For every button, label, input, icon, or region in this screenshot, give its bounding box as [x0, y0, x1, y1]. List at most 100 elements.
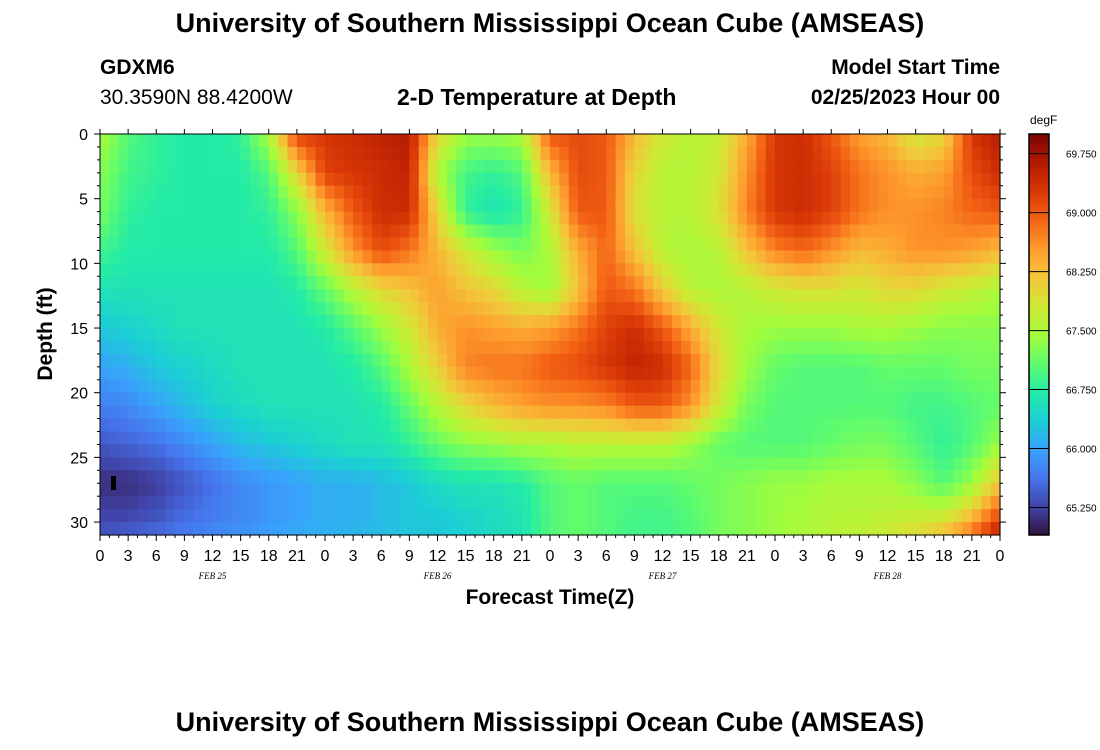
- heatmap-cell: [165, 405, 176, 420]
- heatmap-cell: [962, 302, 973, 316]
- heatmap-cell: [371, 353, 382, 368]
- heatmap-cell: [503, 224, 514, 239]
- heatmap-cell: [821, 302, 832, 316]
- heatmap-cell: [662, 405, 673, 420]
- heatmap-cell: [231, 146, 242, 161]
- heatmap-cell: [493, 353, 504, 368]
- heatmap-cell: [212, 172, 223, 187]
- heatmap-cell: [446, 276, 457, 290]
- heatmap-cell: [175, 289, 185, 303]
- heatmap-cell: [868, 340, 879, 355]
- heatmap-cell: [906, 146, 917, 161]
- heatmap-cell: [634, 185, 645, 200]
- heatmap-cell: [709, 263, 720, 277]
- heatmap-cell: [962, 172, 973, 187]
- heatmap-cell: [737, 146, 748, 161]
- heatmap-cell: [625, 172, 635, 187]
- heatmap-cell: [596, 263, 607, 277]
- heatmap-cell: [756, 470, 767, 484]
- heatmap-cell: [334, 315, 345, 329]
- heatmap-cell: [503, 340, 514, 355]
- heatmap-cell: [737, 392, 748, 407]
- heatmap-cell: [259, 340, 270, 355]
- heatmap-cell: [184, 483, 195, 497]
- heatmap-cell: [184, 470, 195, 484]
- heatmap-cell: [287, 418, 298, 433]
- heatmap-cell: [540, 353, 551, 368]
- heatmap-cell: [550, 159, 560, 174]
- heatmap-cell: [643, 392, 654, 407]
- heatmap-cell: [587, 237, 598, 252]
- heatmap-cell: [456, 276, 467, 290]
- heatmap-cell: [981, 483, 992, 497]
- heatmap-cell: [821, 418, 832, 433]
- heatmap-cell: [306, 211, 317, 226]
- heatmap-cell: [362, 405, 373, 420]
- heatmap-cell: [662, 289, 673, 303]
- heatmap-cell: [625, 276, 635, 290]
- heatmap-cell: [437, 405, 448, 420]
- heatmap-cell: [821, 224, 832, 239]
- heatmap-cell: [446, 444, 457, 458]
- heatmap-cell: [531, 457, 542, 471]
- heatmap-cell: [146, 444, 157, 458]
- heatmap-cell: [718, 431, 729, 446]
- heatmap-cell: [990, 172, 1001, 187]
- heatmap-cell: [456, 146, 467, 161]
- x-tick-label: 12: [879, 548, 897, 565]
- heatmap-cell: [146, 263, 157, 277]
- heatmap-cell: [503, 211, 514, 226]
- heatmap-cell: [521, 470, 532, 484]
- heatmap-cell: [100, 444, 110, 458]
- heatmap-cell: [981, 198, 992, 213]
- heatmap-cell: [821, 431, 832, 446]
- heatmap-cell: [653, 198, 664, 213]
- heatmap-cell: [268, 379, 279, 394]
- heatmap-cell: [146, 172, 157, 187]
- heatmap-cell: [193, 431, 204, 446]
- heatmap-cell: [240, 237, 251, 252]
- heatmap-cell: [465, 522, 476, 536]
- heatmap-cell: [250, 483, 260, 497]
- heatmap-cell: [868, 302, 879, 316]
- heatmap-cell: [840, 392, 851, 407]
- heatmap-cell: [512, 418, 523, 433]
- heatmap-cell: [371, 444, 382, 458]
- heatmap-cell: [718, 146, 729, 161]
- heatmap-cell: [493, 211, 504, 226]
- heatmap-cell: [118, 366, 129, 381]
- heatmap-cell: [962, 237, 973, 252]
- heatmap-cell: [193, 315, 204, 329]
- heatmap-cell: [428, 405, 439, 420]
- heatmap-cell: [587, 172, 598, 187]
- heatmap-cell: [259, 483, 270, 497]
- heatmap-cell: [137, 509, 148, 523]
- heatmap-cell: [484, 379, 495, 394]
- heatmap-cell: [259, 250, 270, 264]
- heatmap-cell: [381, 483, 392, 497]
- heatmap-cell: [550, 457, 560, 471]
- heatmap-cell: [231, 405, 242, 420]
- heatmap-cell: [118, 340, 129, 355]
- heatmap-cell: [212, 457, 223, 471]
- heatmap-cell: [990, 237, 1001, 252]
- heatmap-cell: [634, 146, 645, 161]
- heatmap-cell: [250, 315, 260, 329]
- heatmap-cell: [709, 146, 720, 161]
- heatmap-cell: [784, 483, 795, 497]
- heatmap-cell: [878, 159, 889, 174]
- heatmap-cell: [137, 405, 148, 420]
- heatmap-cell: [193, 224, 204, 239]
- heatmap-cell: [175, 444, 185, 458]
- heatmap-cell: [943, 522, 954, 536]
- heatmap-cell: [868, 392, 879, 407]
- heatmap-cell: [334, 418, 345, 433]
- heatmap-cell: [118, 522, 129, 536]
- heatmap-cell: [193, 302, 204, 316]
- heatmap-cell: [212, 470, 223, 484]
- heatmap-cell: [700, 315, 710, 329]
- heatmap-cell: [962, 340, 973, 355]
- heatmap-cell: [737, 328, 748, 342]
- heatmap-cell: [475, 470, 485, 484]
- heatmap-cell: [156, 315, 167, 329]
